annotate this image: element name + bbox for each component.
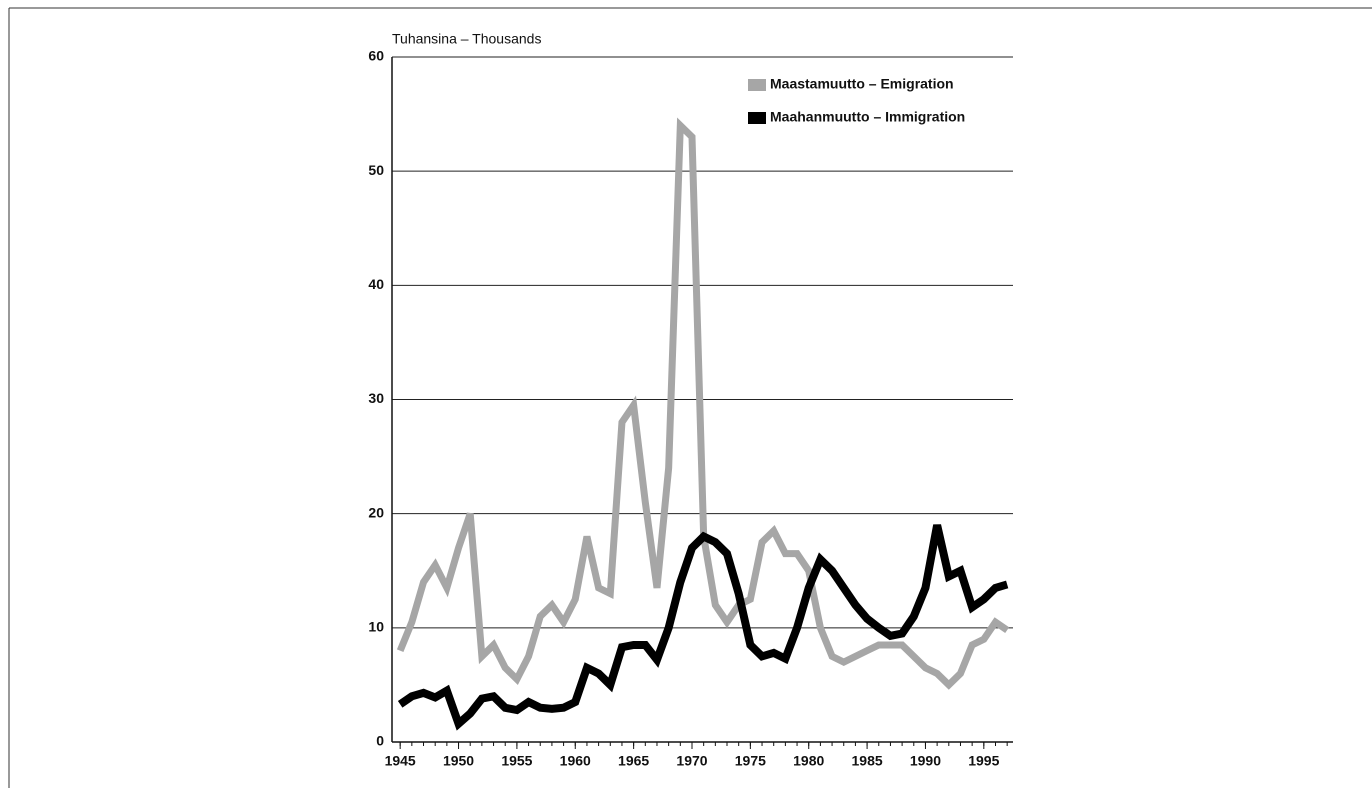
y-axis-label: Tuhansina – Thousands [392, 31, 541, 47]
x-tick-label: 1955 [501, 753, 532, 769]
x-tick-label: 1980 [793, 753, 824, 769]
y-tick-label: 30 [368, 390, 384, 406]
x-tick-label: 1945 [385, 753, 416, 769]
x-tick-label: 1985 [852, 753, 883, 769]
x-tick-label: 1990 [910, 753, 941, 769]
x-tick-label: 1965 [618, 753, 649, 769]
legend-swatch [748, 79, 766, 91]
x-tick-label: 1960 [560, 753, 591, 769]
x-tick-label: 1950 [443, 753, 474, 769]
y-tick-label: 40 [368, 276, 384, 292]
y-tick-label: 50 [368, 162, 384, 178]
legend-label: Maastamuutto – Emigration [770, 76, 954, 92]
y-tick-label: 0 [376, 733, 384, 749]
x-tick-label: 1975 [735, 753, 766, 769]
data-line [397, 524, 1009, 731]
y-tick-label: 60 [368, 48, 384, 64]
legend-label: Maahanmuutto – Immigration [770, 109, 965, 125]
legend-swatch [748, 112, 766, 124]
x-tick-label: 1970 [676, 753, 707, 769]
y-tick-label: 10 [368, 619, 384, 635]
y-tick-label: 20 [368, 504, 384, 520]
x-tick-label: 1995 [968, 753, 999, 769]
